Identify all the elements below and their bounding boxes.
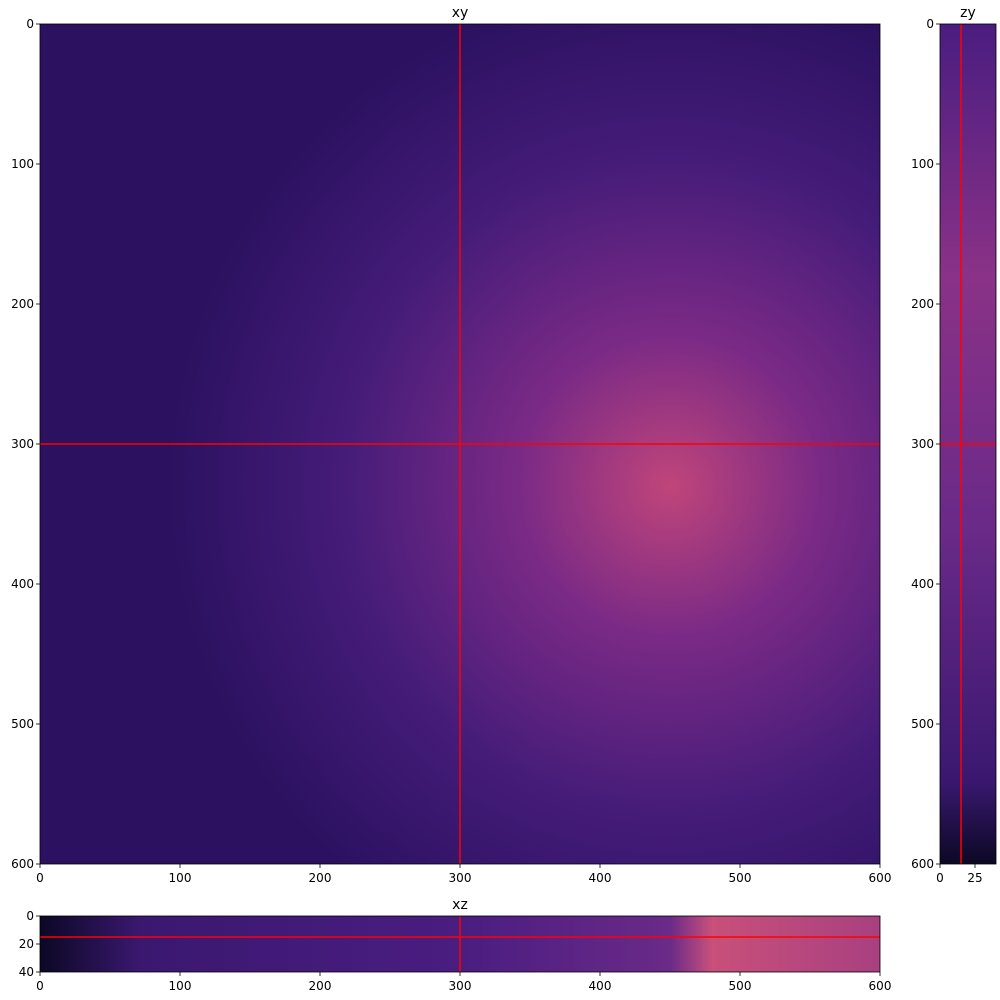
y-tick-label: 200 [11,297,34,311]
y-tick-label: 300 [911,437,934,451]
y-tick-label: 200 [911,297,934,311]
y-tick-label: 40 [19,965,34,979]
y-tick-label: 0 [926,17,934,31]
y-tick-label: 600 [11,857,34,871]
y-tick-label: 500 [911,717,934,731]
x-tick-label: 300 [449,871,472,885]
x-tick-label: 400 [589,979,612,993]
y-tick-label: 400 [911,577,934,591]
x-tick-label: 0 [36,871,44,885]
y-tick-label: 0 [26,17,34,31]
x-tick-label: 300 [449,979,472,993]
y-tick-label: 20 [19,937,34,951]
x-tick-label: 100 [169,871,192,885]
panel-title: xy [452,5,469,21]
x-tick-label: 500 [729,871,752,885]
y-tick-label: 600 [911,857,934,871]
x-tick-label: 25 [967,871,982,885]
y-tick-label: 300 [11,437,34,451]
x-tick-label: 500 [729,979,752,993]
x-tick-label: 0 [36,979,44,993]
x-tick-label: 400 [589,871,612,885]
x-tick-label: 200 [309,871,332,885]
panel-title: zy [960,5,976,21]
x-tick-label: 600 [869,871,892,885]
panel-title: xz [452,897,468,913]
x-tick-label: 200 [309,979,332,993]
x-tick-label: 600 [869,979,892,993]
y-tick-label: 0 [26,909,34,923]
y-tick-label: 400 [11,577,34,591]
y-tick-label: 500 [11,717,34,731]
y-tick-label: 100 [11,157,34,171]
x-tick-label: 100 [169,979,192,993]
x-tick-label: 0 [936,871,944,885]
y-tick-label: 100 [911,157,934,171]
